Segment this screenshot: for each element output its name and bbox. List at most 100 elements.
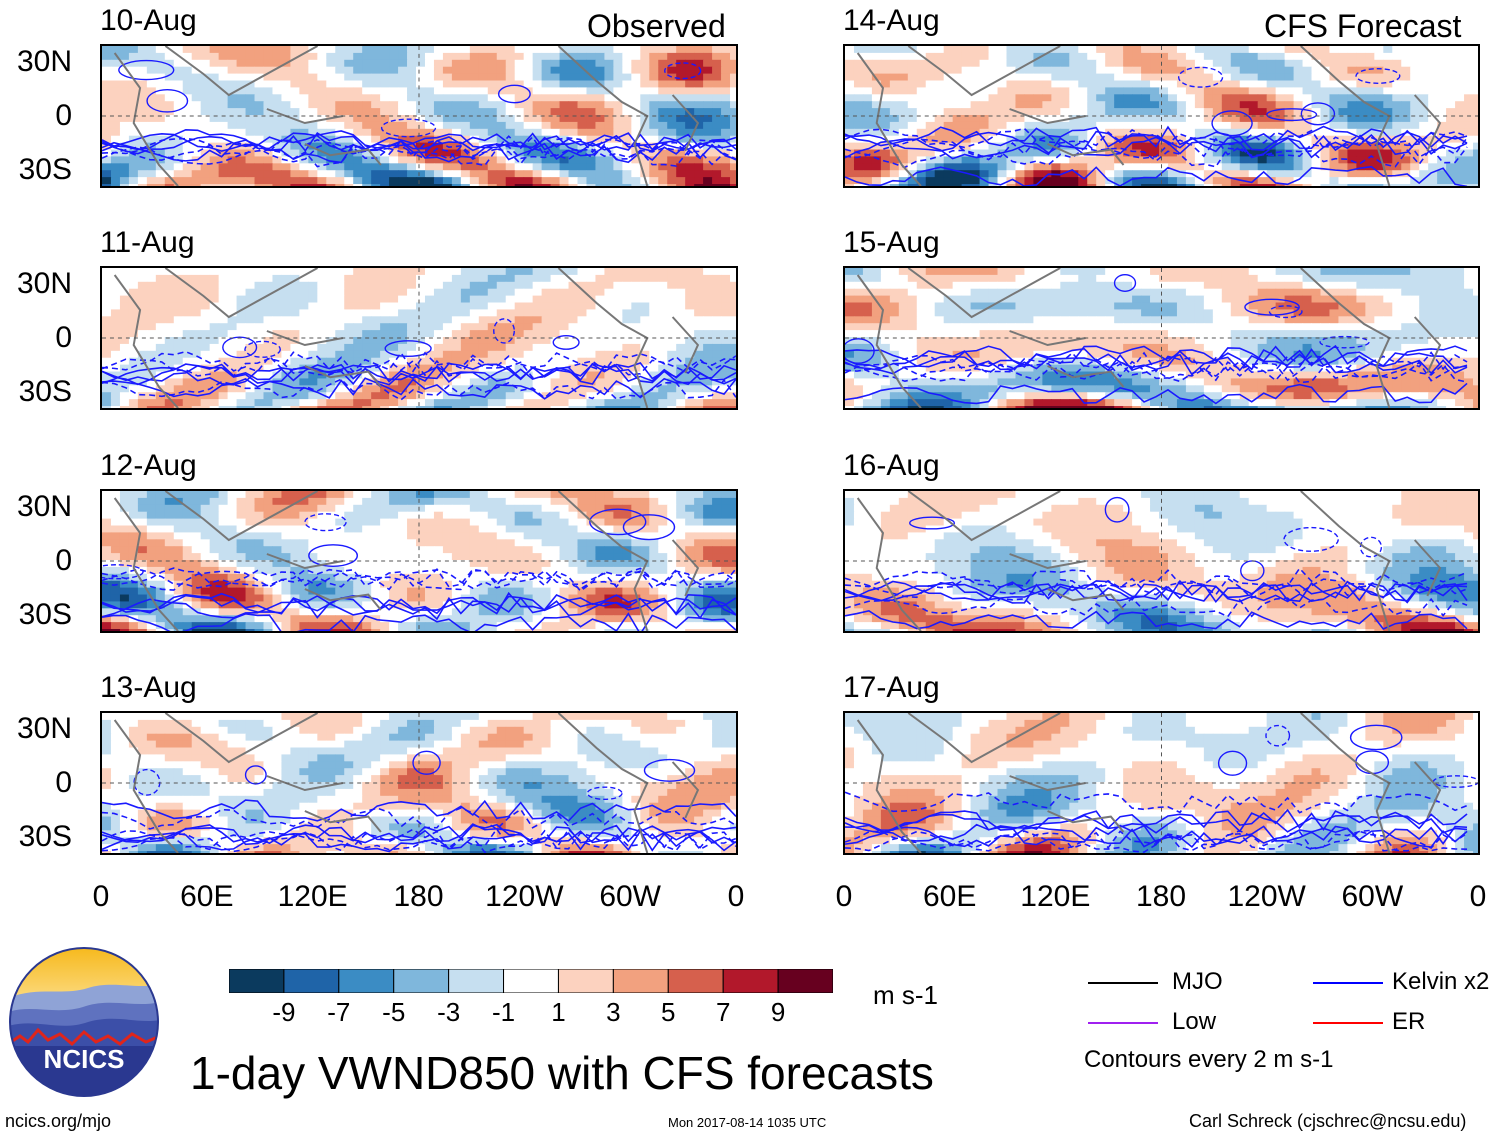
field-cell <box>433 747 444 755</box>
field-cell <box>685 295 695 303</box>
field-cell <box>146 343 157 352</box>
field-cell <box>272 309 282 317</box>
field-cell <box>380 747 390 755</box>
field-cell <box>667 80 677 88</box>
field-cell <box>712 608 722 616</box>
field-cell <box>218 170 229 178</box>
field-cell <box>164 295 175 303</box>
field-cell <box>451 149 462 157</box>
field-cell <box>281 163 291 171</box>
field-cell <box>577 184 587 186</box>
field-cell <box>622 719 632 728</box>
field-cell <box>299 385 309 393</box>
field-cell <box>631 504 641 513</box>
field-cell <box>604 357 614 366</box>
field-cell <box>290 309 300 317</box>
field-cell <box>380 518 390 526</box>
field-cell <box>460 719 471 728</box>
field-cell <box>236 553 247 561</box>
field-cell <box>514 128 525 137</box>
field-cell <box>146 553 157 561</box>
field-cell <box>622 330 632 338</box>
field-cell <box>496 337 507 345</box>
field-cell <box>146 73 157 81</box>
field-cell <box>272 156 282 164</box>
field-cell <box>164 156 175 164</box>
field-cell <box>505 385 516 393</box>
field-cell <box>523 399 534 407</box>
field-cell <box>191 121 202 130</box>
field-cell <box>433 52 444 61</box>
field-cell <box>424 580 435 589</box>
field-cell <box>416 46 426 54</box>
field-cell <box>353 302 363 310</box>
field-cell <box>308 177 318 185</box>
field-cell <box>344 115 354 123</box>
field-cell <box>182 108 193 116</box>
field-cell <box>577 539 587 547</box>
field-cell <box>416 525 426 533</box>
field-cell <box>326 170 336 178</box>
field-cell <box>281 608 291 616</box>
field-cell <box>119 539 130 547</box>
field-cell <box>604 343 614 352</box>
field-cell <box>496 52 507 61</box>
field-cell <box>667 504 677 513</box>
field-cell <box>685 491 695 499</box>
field-cell <box>577 566 587 575</box>
field-cell <box>128 594 139 602</box>
field-cell <box>137 87 148 95</box>
field-cell <box>254 491 264 499</box>
field-cell <box>424 713 435 721</box>
field-cell <box>191 87 202 95</box>
field-cell <box>173 184 184 186</box>
field-cell <box>568 46 578 54</box>
field-cell <box>371 295 381 303</box>
field-cell <box>128 184 139 186</box>
field-cell <box>209 518 220 526</box>
field-cell <box>416 288 426 297</box>
field-cell <box>658 177 668 185</box>
field-cell <box>433 59 444 68</box>
field-cell <box>407 80 417 88</box>
field-cell <box>398 491 408 499</box>
field-cell <box>191 525 202 533</box>
field-cell <box>335 80 345 88</box>
field-cell <box>380 504 390 513</box>
field-cell <box>424 330 435 338</box>
field-cell <box>362 46 372 54</box>
field-cell <box>272 343 282 352</box>
field-cell <box>254 713 264 721</box>
field-cell <box>550 726 561 735</box>
field-cell <box>559 184 570 186</box>
field-cell <box>568 399 578 407</box>
field-cell <box>102 754 112 762</box>
field-cell <box>559 378 570 386</box>
field-cell <box>460 740 471 748</box>
field-cell <box>487 392 498 400</box>
field-cell <box>424 149 435 157</box>
field-cell <box>308 615 318 623</box>
field-cell <box>586 392 596 400</box>
field-cell <box>164 399 175 407</box>
field-cell <box>389 594 399 602</box>
field-cell <box>218 511 229 520</box>
field-cell <box>110 573 121 582</box>
field-cell <box>586 546 596 554</box>
field-cell <box>469 518 480 526</box>
field-cell <box>128 268 139 276</box>
field-cell <box>730 747 736 755</box>
field-cell <box>155 719 166 728</box>
field-cell <box>128 87 139 95</box>
field-cell <box>308 622 318 630</box>
field-cell <box>532 532 543 540</box>
field-cell <box>128 553 139 561</box>
field-cell <box>586 87 596 95</box>
kelvin-contour <box>552 334 580 350</box>
field-cell <box>236 587 247 596</box>
field-cell <box>658 121 668 130</box>
field-cell <box>487 539 498 547</box>
field-cell <box>200 747 211 755</box>
field-cell <box>362 726 372 735</box>
field-cell <box>389 66 399 75</box>
